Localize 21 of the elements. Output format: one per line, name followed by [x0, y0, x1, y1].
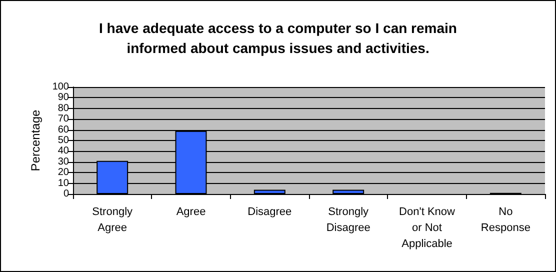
x-tick-label: No Response — [480, 206, 530, 234]
y-tick-label: 0 — [63, 188, 70, 200]
y-tick-label: 50 — [58, 135, 70, 146]
bar — [332, 190, 364, 194]
y-tick-label: 60 — [58, 124, 70, 136]
x-tick-label: Don't Know or Not Applicable — [399, 206, 456, 250]
x-tick-label: Agree — [176, 206, 206, 218]
y-tick-label: 20 — [58, 167, 70, 178]
y-tick-label: 30 — [58, 156, 70, 168]
bar — [254, 190, 286, 194]
y-tick-label: 10 — [58, 178, 70, 189]
y-axis-title: Percentage — [28, 109, 42, 172]
y-tick-label: 90 — [58, 92, 70, 104]
x-tick-label: Strongly Disagree — [326, 206, 370, 234]
chart-title: I have adequate access to a computer so I can remain informed about campus issues and activities. — [99, 20, 457, 56]
x-tick-label: Strongly Agree — [92, 206, 134, 234]
y-tick-label: 80 — [58, 102, 70, 114]
y-tick-label: 100 — [52, 82, 70, 92]
y-tick-label: 70 — [58, 114, 70, 125]
y-tick-label: 40 — [58, 146, 70, 157]
x-tick-label: Disagree — [248, 206, 292, 218]
